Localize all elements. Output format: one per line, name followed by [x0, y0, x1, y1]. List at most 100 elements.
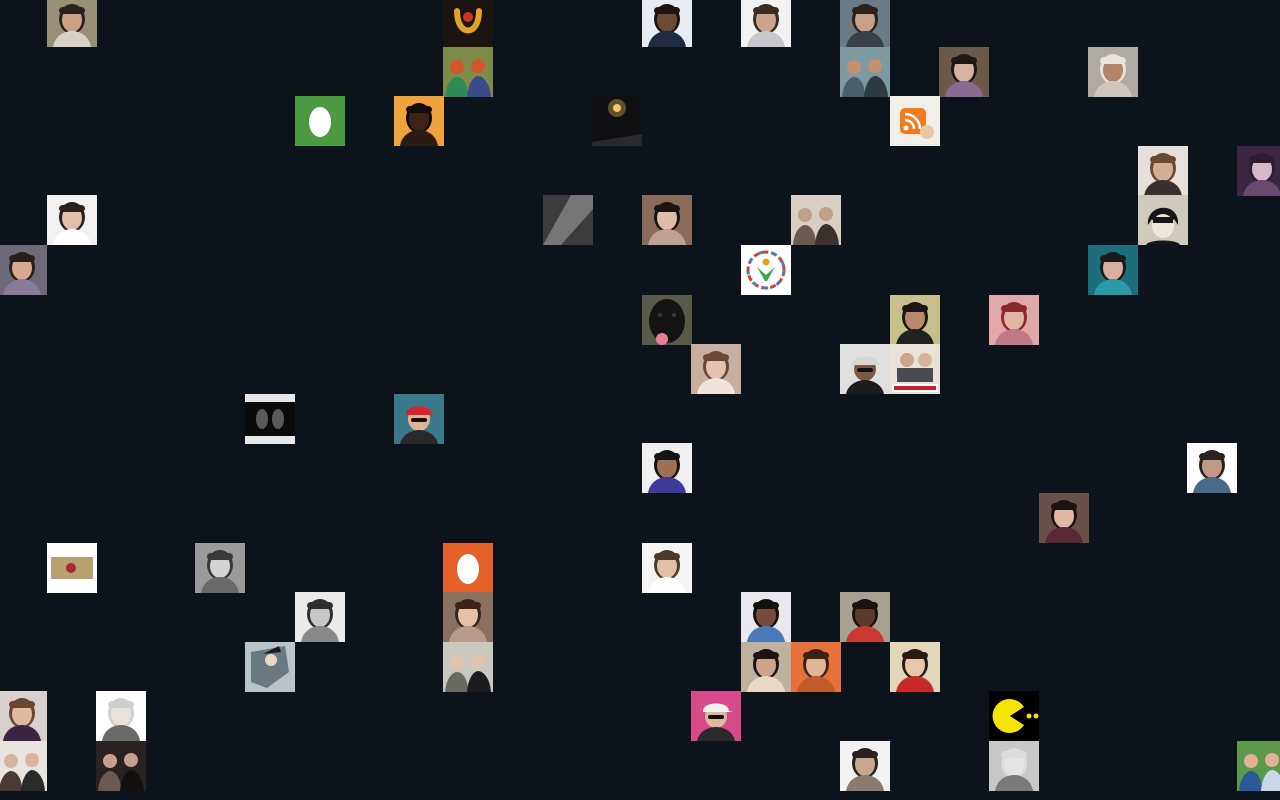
avatar-image	[592, 96, 642, 146]
avatar-tile[interactable]	[989, 741, 1039, 791]
avatar-image	[96, 741, 146, 791]
avatar-tile[interactable]	[840, 741, 890, 791]
avatar-image	[642, 443, 692, 493]
avatar-tile[interactable]	[939, 47, 989, 97]
avatar-image	[0, 245, 47, 295]
avatar-tile[interactable]	[642, 295, 692, 345]
avatar-tile[interactable]	[1138, 195, 1188, 245]
avatar-tile[interactable]	[295, 592, 345, 642]
avatar-image	[1237, 146, 1280, 196]
avatar-image	[642, 543, 692, 593]
avatar-image	[394, 96, 444, 146]
avatar-tile[interactable]	[443, 543, 493, 593]
avatar-tile[interactable]	[592, 96, 642, 146]
avatar-tile[interactable]	[840, 592, 890, 642]
avatar-tile[interactable]	[195, 543, 245, 593]
avatar-image	[245, 642, 295, 692]
avatar-tile[interactable]	[691, 691, 741, 741]
avatar-tile[interactable]	[890, 295, 940, 345]
avatar-image	[1138, 195, 1188, 245]
avatar-tile[interactable]	[47, 195, 97, 245]
avatar-image	[890, 96, 940, 146]
avatar-image	[890, 295, 940, 345]
avatar-tile[interactable]	[245, 642, 295, 692]
avatar-image	[791, 195, 841, 245]
avatar-image	[1237, 741, 1280, 791]
avatar-tile[interactable]	[1237, 146, 1280, 196]
avatar-image	[642, 295, 692, 345]
avatar-tile[interactable]	[47, 0, 97, 47]
avatar-image	[443, 47, 493, 97]
avatar-tile[interactable]	[1138, 146, 1188, 196]
avatar-image	[0, 691, 47, 741]
avatar-image	[443, 642, 493, 692]
avatar-tile[interactable]	[642, 195, 692, 245]
avatar-tile[interactable]	[741, 0, 791, 47]
avatar-tile[interactable]	[890, 96, 940, 146]
avatar-tile[interactable]	[245, 394, 295, 444]
avatar-tile[interactable]	[394, 96, 444, 146]
avatar-tile[interactable]	[791, 195, 841, 245]
avatar-image	[989, 295, 1039, 345]
avatar-tile[interactable]	[96, 691, 146, 741]
avatar-image	[989, 691, 1039, 741]
avatar-image	[1187, 443, 1237, 493]
avatar-tile[interactable]	[443, 592, 493, 642]
avatar-tile[interactable]	[47, 543, 97, 593]
avatar-tile[interactable]	[1088, 245, 1138, 295]
avatar-tile[interactable]	[443, 47, 493, 97]
avatar-image	[840, 47, 890, 97]
avatar-image	[0, 741, 47, 791]
avatar-tile[interactable]	[840, 344, 890, 394]
avatar-tile[interactable]	[840, 47, 890, 97]
avatar-image	[245, 394, 295, 444]
avatar-tile[interactable]	[840, 0, 890, 47]
avatar-tile[interactable]	[642, 543, 692, 593]
avatar-tile[interactable]	[642, 443, 692, 493]
avatar-tile[interactable]	[1237, 741, 1280, 791]
avatar-tile[interactable]	[791, 642, 841, 692]
avatar-tile[interactable]	[890, 642, 940, 692]
avatar-image	[1088, 47, 1138, 97]
avatar-image	[840, 0, 890, 47]
avatar-tile[interactable]	[394, 394, 444, 444]
avatar-image	[741, 592, 791, 642]
avatar-image	[890, 642, 940, 692]
avatar-tile[interactable]	[1187, 443, 1237, 493]
avatar-image	[791, 642, 841, 692]
avatar-image	[1039, 493, 1089, 543]
avatar-tile[interactable]	[741, 592, 791, 642]
avatar-image	[47, 0, 97, 47]
avatar-tile[interactable]	[989, 295, 1039, 345]
avatar-image	[890, 344, 940, 394]
avatar-image	[1138, 146, 1188, 196]
avatar-image	[691, 344, 741, 394]
avatar-tile[interactable]	[989, 691, 1039, 741]
avatar-tile[interactable]	[691, 344, 741, 394]
avatar-tile[interactable]	[543, 195, 593, 245]
avatar-tile[interactable]	[1039, 493, 1089, 543]
avatar-tile[interactable]	[0, 741, 47, 791]
avatar-image	[840, 344, 890, 394]
avatar-tile[interactable]	[443, 642, 493, 692]
avatar-tile[interactable]	[890, 344, 940, 394]
avatar-image	[989, 741, 1039, 791]
avatar-image	[1088, 245, 1138, 295]
avatar-tile[interactable]	[0, 691, 47, 741]
avatar-image	[741, 245, 791, 295]
avatar-tile[interactable]	[1088, 47, 1138, 97]
avatar-tile[interactable]	[0, 245, 47, 295]
avatar-image	[96, 691, 146, 741]
avatar-image	[642, 195, 692, 245]
avatar-tile[interactable]	[96, 741, 146, 791]
avatar-image	[741, 642, 791, 692]
avatar-image	[443, 543, 493, 593]
avatar-tile[interactable]	[741, 642, 791, 692]
avatar-tile[interactable]	[295, 96, 345, 146]
avatar-tile[interactable]	[741, 245, 791, 295]
avatar-tile[interactable]	[443, 0, 493, 47]
avatar-image	[840, 741, 890, 791]
avatar-image	[741, 0, 791, 47]
avatar-image	[195, 543, 245, 593]
avatar-tile[interactable]	[642, 0, 692, 47]
